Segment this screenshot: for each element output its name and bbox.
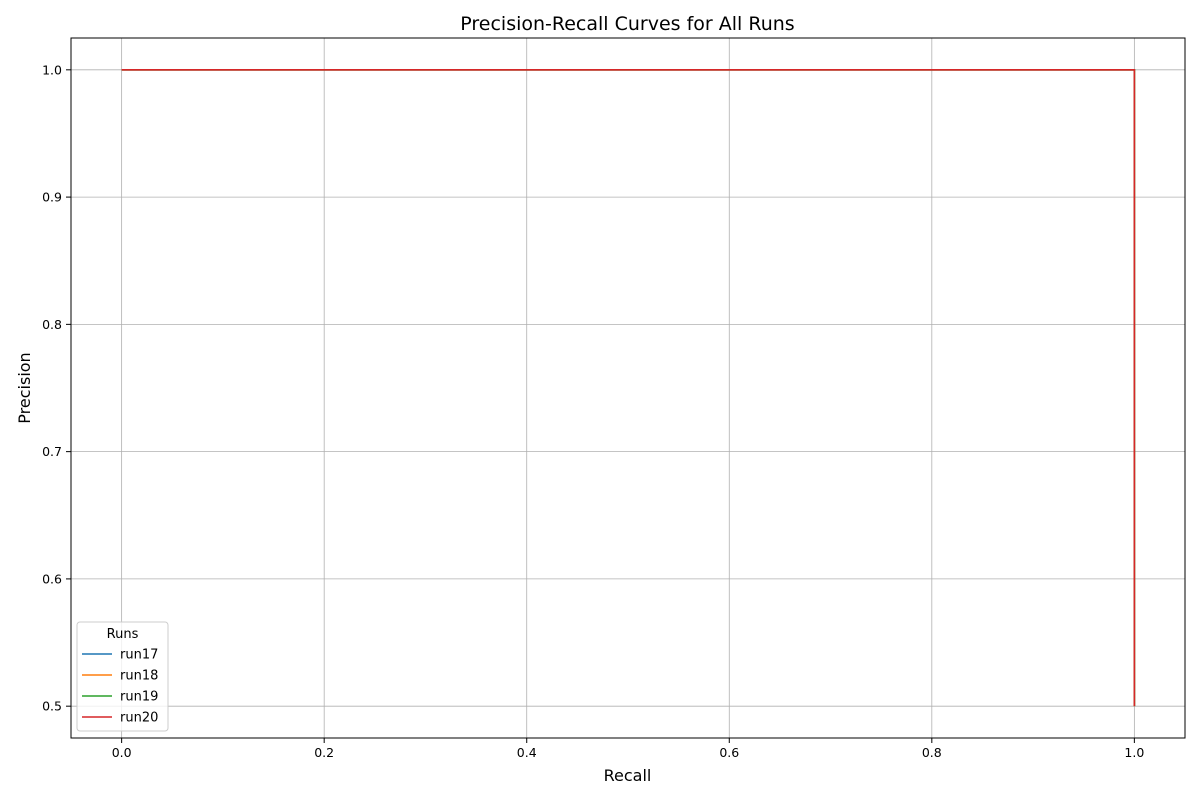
x-tick-label: 1.0 — [1124, 745, 1144, 760]
legend-label-run19: run19 — [120, 690, 158, 705]
legend-title: Runs — [107, 627, 139, 642]
y-axis-label: Precision — [15, 352, 34, 423]
plot-frame — [70, 37, 1186, 739]
legend: Runs run17 run18 run19 run20 — [76, 621, 169, 732]
y-tick-label: 1.0 — [42, 62, 62, 77]
y-tick-label: 0.6 — [42, 571, 62, 586]
x-tick-label: 0.0 — [112, 745, 132, 760]
x-tick-label: 0.2 — [314, 745, 334, 760]
legend-box — [76, 621, 169, 732]
y-tick-label: 0.8 — [42, 317, 62, 332]
x-axis-ticks: 0.0 0.2 0.4 0.6 0.8 1.0 — [112, 738, 1144, 760]
series-lines — [121, 69, 1136, 707]
x-axis-label: Recall — [604, 766, 652, 785]
y-tick-label: 0.9 — [42, 190, 62, 205]
chart-title: Precision-Recall Curves for All Runs — [460, 13, 794, 35]
series-line-run20 — [121, 69, 1136, 707]
y-tick-label: 0.7 — [42, 444, 62, 459]
legend-label-run18: run18 — [120, 669, 158, 684]
legend-label-run17: run17 — [120, 648, 158, 663]
legend-label-run20: run20 — [120, 711, 158, 726]
x-tick-label: 0.4 — [517, 745, 537, 760]
legend-items: run17 run18 run19 run20 — [82, 648, 158, 726]
x-tick-label: 0.8 — [922, 745, 942, 760]
y-tick-label: 0.5 — [42, 699, 62, 714]
y-axis-ticks: 0.5 0.6 0.7 0.8 0.9 1.0 — [42, 62, 71, 714]
x-tick-label: 0.6 — [719, 745, 739, 760]
